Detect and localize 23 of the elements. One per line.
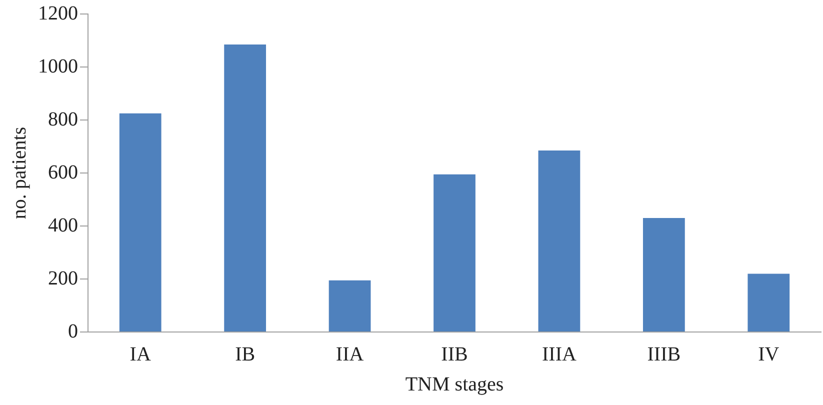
y-tick-label: 1000 xyxy=(38,55,78,78)
y-tick-label: 400 xyxy=(48,214,78,236)
y-axis-title: no. patients xyxy=(8,126,30,220)
bar xyxy=(642,218,685,332)
x-tick-label: IIIB xyxy=(647,343,681,366)
bar xyxy=(119,113,162,332)
y-tick-label: 0 xyxy=(68,320,78,342)
bar xyxy=(748,274,790,332)
y-tick-label: 600 xyxy=(48,161,78,184)
x-tick-label: IIB xyxy=(441,343,468,366)
bar xyxy=(328,280,371,332)
bar xyxy=(224,44,266,332)
x-axis-title: TNM stages xyxy=(405,373,504,396)
bar xyxy=(538,150,580,332)
x-tick-label: IV xyxy=(758,343,780,366)
x-tick-label: IA xyxy=(130,343,152,366)
y-tick-label: 800 xyxy=(48,108,78,130)
x-tick-label: IIIA xyxy=(542,343,577,366)
x-tick-label: IIA xyxy=(336,343,364,366)
x-tick-label: IB xyxy=(235,343,256,366)
y-tick-label: 1200 xyxy=(38,2,78,24)
bar xyxy=(434,174,476,332)
y-tick-label: 200 xyxy=(48,267,78,290)
